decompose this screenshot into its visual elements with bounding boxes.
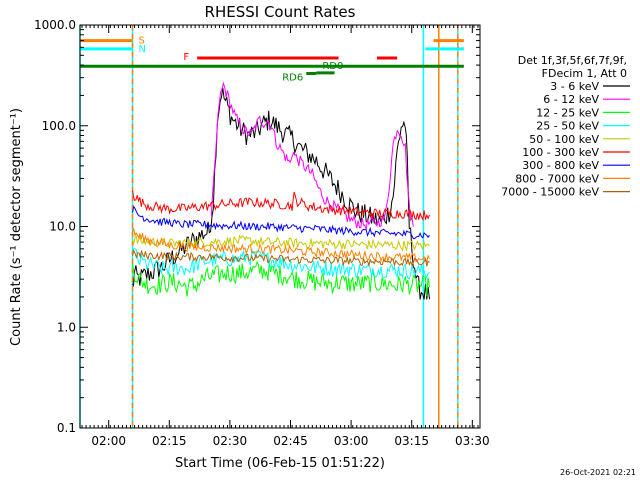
x-tick-label: 02:45 — [273, 434, 308, 448]
x-tick-label: 03:00 — [334, 434, 369, 448]
legend-title-line: Det 1f,3f,5f,6f,7f,9f, — [518, 54, 627, 67]
legend-entry-label: 100 - 300 keV — [522, 146, 599, 159]
series-line — [132, 249, 430, 268]
legend-entry-label: 7000 - 15000 keV — [501, 186, 599, 199]
flag-label: N — [139, 44, 146, 55]
footer-timestamp: 26-Oct-2021 02:21 — [560, 468, 636, 477]
legend-entry-label: 25 - 50 keV — [536, 120, 599, 133]
x-tick-label: 02:15 — [152, 434, 187, 448]
legend-entry-label: 800 - 7000 keV — [515, 172, 599, 185]
axes: 02:00 02:15 02:30 02:45 03:00 03:15 03:30 1000.… — [34, 18, 490, 448]
legend-entry-label: 6 - 12 keV — [543, 93, 599, 106]
legend-entry-label: 300 - 800 keV — [522, 159, 599, 172]
y-tick-label: 1.0 — [57, 320, 76, 334]
flag-label: F — [183, 52, 189, 63]
flag-bars: SN F RD0 RD6 — [80, 36, 464, 84]
series-line — [132, 87, 430, 300]
y-tick-label: 10.0 — [49, 220, 76, 234]
y-axis-label: Count Rate (s⁻¹ detector segment⁻¹) — [9, 108, 24, 346]
y-tick-label: 0.1 — [57, 421, 76, 435]
series-lines — [132, 81, 430, 300]
series-line — [132, 247, 430, 280]
x-tick-label: 03:30 — [455, 434, 490, 448]
y-tick-label: 1000.0 — [34, 18, 76, 32]
flag-label: RD6 — [282, 73, 303, 84]
x-axis-label: Start Time (06-Feb-15 01:51:22) — [175, 456, 385, 471]
chart-title: RHESSI Count Rates — [205, 3, 356, 21]
y-tick-label: 100.0 — [42, 119, 76, 133]
flag-label: S — [139, 36, 145, 47]
legend-entry-label: 12 - 25 keV — [536, 106, 599, 119]
x-tick-label: 02:30 — [213, 434, 248, 448]
legend: Det 1f,3f,5f,6f,7f,9f,FDecim 1, Att 03 -… — [501, 54, 630, 199]
series-line — [210, 81, 414, 230]
series-line — [132, 190, 430, 222]
x-tick-label: 02:00 — [91, 434, 126, 448]
x-tick-label: 03:15 — [394, 434, 429, 448]
series-line — [132, 205, 430, 240]
flag-label: RD0 — [322, 61, 343, 72]
legend-title-line: FDecim 1, Att 0 — [542, 67, 627, 80]
series-line — [132, 228, 430, 264]
series-line — [132, 260, 430, 297]
legend-entry-label: 3 - 6 keV — [550, 80, 599, 93]
legend-entry-label: 50 - 100 keV — [529, 133, 599, 146]
